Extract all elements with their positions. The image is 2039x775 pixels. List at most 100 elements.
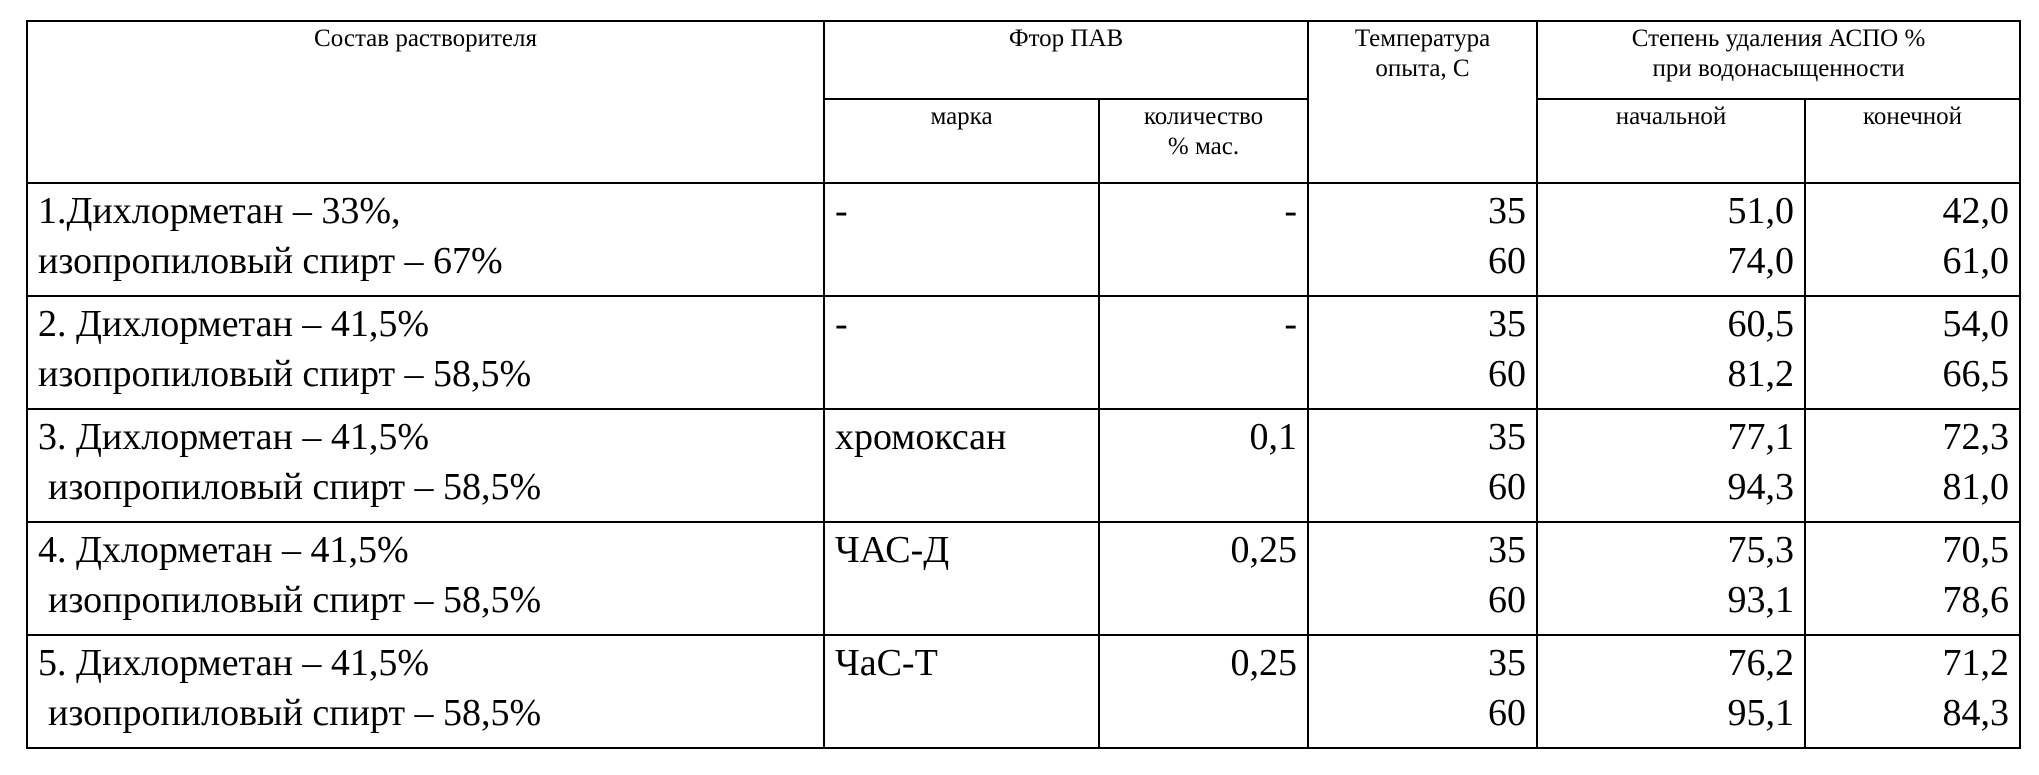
table-cell: ЧАС-Д	[823, 521, 1100, 636]
table-cell: -	[823, 182, 1100, 297]
table-cell: 35 60	[1307, 521, 1539, 636]
table-cell: 35 60	[1307, 182, 1539, 297]
cell-text: -	[835, 190, 848, 232]
header-cell: конечной	[1804, 98, 2022, 184]
cell-text: изопропиловый спирт – 58,5%	[48, 466, 542, 508]
table-cell: хромоксан	[823, 408, 1100, 523]
table-cell: 4. Дхлорметан – 41,5% изопропиловый спирт…	[26, 521, 825, 636]
cell-text: 60	[1488, 692, 1527, 734]
header-text: начальной	[1615, 103, 1727, 130]
cell-text: 72,3	[1942, 416, 2010, 458]
cell-text: 5. Дихлорметан – 41,5%	[38, 642, 429, 684]
cell-text: 60	[1488, 240, 1527, 282]
table-header: Состав растворителя Фтор ПАВ Температура…	[26, 20, 2022, 184]
table-body: 1.Дихлорметан – 33%, изопропиловый спирт …	[26, 182, 2022, 749]
cell-text: изопропиловый спирт – 58,5%	[48, 692, 542, 734]
cell-text: 4. Дхлорметан – 41,5%	[38, 529, 409, 571]
cell-text: ЧаС-Т	[835, 642, 938, 684]
cell-text: 60	[1488, 353, 1527, 395]
header-cell: Степень удаления АСПО % при водонасыщенно…	[1536, 20, 2022, 100]
cell-text: -	[835, 303, 848, 345]
table-cell: 54,0 66,5	[1804, 295, 2022, 410]
cell-text: 94,3	[1727, 466, 1795, 508]
cell-text: изопропиловый спирт – 58,5%	[48, 579, 542, 621]
table-row: 5. Дихлорметан – 41,5% изопропиловый спир…	[26, 634, 2022, 749]
table-cell: 71,2 84,3	[1804, 634, 2022, 749]
header-cell: количество % мас.	[1097, 98, 1310, 184]
table-row: 3. Дихлорметан – 41,5% изопропиловый спир…	[26, 408, 2022, 523]
cell-text: -	[1284, 303, 1298, 345]
header-cell: Температура опыта, С	[1307, 20, 1539, 184]
table-cell: 60,5 81,2	[1536, 295, 1807, 410]
cell-text: 0,25	[1230, 642, 1298, 684]
cell-text: 0,25	[1230, 529, 1298, 571]
cell-text: 42,0	[1942, 190, 2010, 232]
cell-text: 60	[1488, 466, 1527, 508]
cell-text: 76,2	[1727, 642, 1795, 684]
table-cell: 1.Дихлорметан – 33%, изопропиловый спирт …	[26, 182, 825, 297]
header-cell: марка	[823, 98, 1100, 184]
table-cell: 2. Дихлорметан – 41,5% изопропиловый спир…	[26, 295, 825, 410]
header-text: при водонасыщенности	[1652, 55, 1905, 82]
table-cell: 0,25	[1097, 521, 1310, 636]
cell-text: ЧАС-Д	[835, 529, 950, 571]
cell-text: 35	[1488, 303, 1527, 345]
table-cell: 75,3 93,1	[1536, 521, 1807, 636]
header-cell: Состав растворителя	[26, 20, 825, 184]
header-text: Фтор ПАВ	[1008, 25, 1124, 52]
table-cell: 35 60	[1307, 295, 1539, 410]
table-cell: 42,0 61,0	[1804, 182, 2022, 297]
table-row: 2. Дихлорметан – 41,5% изопропиловый спир…	[26, 295, 2022, 410]
header-text: Температура	[1354, 25, 1491, 52]
table-cell: 0,1	[1097, 408, 1310, 523]
cell-text: 35	[1488, 190, 1527, 232]
cell-text: 70,5	[1942, 529, 2010, 571]
cell-text: -	[1284, 190, 1298, 232]
data-table: Состав растворителя Фтор ПАВ Температура…	[26, 20, 2022, 749]
cell-text: изопропиловый спирт – 67%	[38, 240, 503, 282]
cell-text: 0,1	[1249, 416, 1298, 458]
cell-text: 35	[1488, 529, 1527, 571]
cell-text: 60,5	[1727, 303, 1795, 345]
cell-text: 95,1	[1727, 692, 1795, 734]
table-cell: 76,2 95,1	[1536, 634, 1807, 749]
cell-text: хромоксан	[835, 416, 1007, 458]
header-text: количество	[1143, 103, 1264, 130]
header-text: конечной	[1862, 103, 1963, 130]
cell-text: 81,2	[1727, 353, 1795, 395]
header-row: марка количество % мас. начальной конечно…	[27, 98, 2022, 184]
cell-text: 75,3	[1727, 529, 1795, 571]
cell-text: 3. Дихлорметан – 41,5%	[38, 416, 429, 458]
cell-text: 77,1	[1727, 416, 1795, 458]
cell-text: 51,0	[1727, 190, 1795, 232]
header-cell: начальной	[1536, 98, 1807, 184]
table-cell: 3. Дихлорметан – 41,5% изопропиловый спир…	[26, 408, 825, 523]
cell-text: 81,0	[1942, 466, 2010, 508]
header-text: Степень удаления АСПО %	[1631, 25, 1926, 52]
header-text: опыта, С	[1375, 55, 1470, 82]
table-cell: -	[1097, 295, 1310, 410]
cell-text: 74,0	[1727, 240, 1795, 282]
cell-text: 35	[1488, 642, 1527, 684]
header-cell: Фтор ПАВ	[822, 20, 1310, 100]
table-cell: -	[1097, 182, 1310, 297]
cell-text: 93,1	[1727, 579, 1795, 621]
table-row: 1.Дихлорметан – 33%, изопропиловый спирт …	[26, 182, 2022, 297]
cell-text: 2. Дихлорметан – 41,5%	[38, 303, 429, 345]
table-cell: 5. Дихлорметан – 41,5% изопропиловый спир…	[26, 634, 825, 749]
cell-text: 1.Дихлорметан – 33%,	[38, 190, 401, 232]
table-cell: ЧаС-Т	[823, 634, 1100, 749]
table-cell: -	[823, 295, 1100, 410]
header-text: Состав растворителя	[314, 25, 537, 52]
table-cell: 70,5 78,6	[1804, 521, 2022, 636]
header-row: Состав растворителя Фтор ПАВ Температура…	[26, 20, 2022, 184]
cell-text: 84,3	[1942, 692, 2010, 734]
cell-text: 78,6	[1942, 579, 2010, 621]
cell-text: 35	[1488, 416, 1527, 458]
cell-text: 54,0	[1942, 303, 2010, 345]
table-cell: 0,25	[1097, 634, 1310, 749]
cell-text: 60	[1488, 579, 1527, 621]
table-row: 4. Дхлорметан – 41,5% изопропиловый спирт…	[26, 521, 2022, 636]
table-cell: 35 60	[1307, 634, 1539, 749]
